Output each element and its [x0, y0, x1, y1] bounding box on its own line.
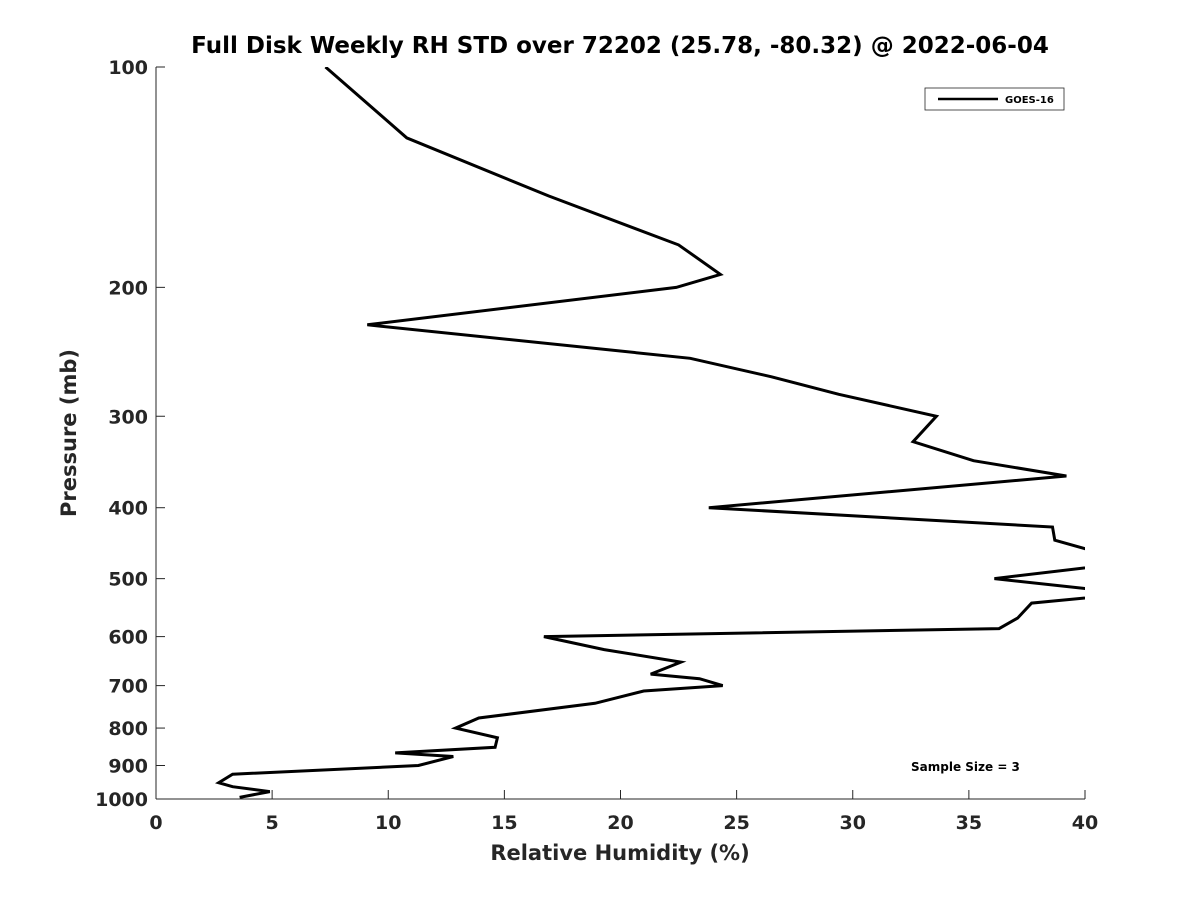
- x-tick-label: 40: [1072, 812, 1098, 834]
- y-axis-ticks: 100 200 300 400 500 600 700 800 900 1000: [95, 57, 165, 811]
- legend-label-goes-16: GOES-16: [1005, 95, 1054, 106]
- y-tick-label: 700: [108, 676, 148, 698]
- chart-title: Full Disk Weekly RH STD over 72202 (25.7…: [191, 33, 1049, 59]
- x-tick-label: 30: [840, 812, 866, 834]
- x-tick-label: 10: [375, 812, 401, 834]
- x-axis-label: Relative Humidity (%): [490, 841, 749, 865]
- legend: GOES-16: [924, 87, 1065, 111]
- y-tick-label: 900: [108, 756, 148, 778]
- x-tick-label: 25: [723, 812, 749, 834]
- sample-size-annotation: Sample Size = 3: [911, 760, 1020, 774]
- y-tick-label: 1000: [95, 789, 148, 811]
- y-axis-label: Pressure (mb): [57, 349, 81, 517]
- y-tick-label: 300: [108, 406, 148, 428]
- x-tick-label: 35: [956, 812, 982, 834]
- y-tick-label: 200: [108, 277, 148, 299]
- x-tick-label: 5: [266, 812, 279, 834]
- x-tick-label: 0: [149, 812, 162, 834]
- x-axis-ticks: 0 5 10 15 20 25 30 35 40: [149, 790, 1098, 834]
- x-tick-label: 15: [491, 812, 517, 834]
- y-tick-label: 400: [108, 498, 148, 520]
- series-layer: [215, 67, 1085, 799]
- y-tick-label: 100: [108, 57, 148, 79]
- y-tick-label: 600: [108, 627, 148, 649]
- y-tick-label: 500: [108, 569, 148, 591]
- x-tick-label: 20: [607, 812, 633, 834]
- y-tick-label: 800: [108, 718, 148, 740]
- series-line-goes-16: [215, 67, 1085, 799]
